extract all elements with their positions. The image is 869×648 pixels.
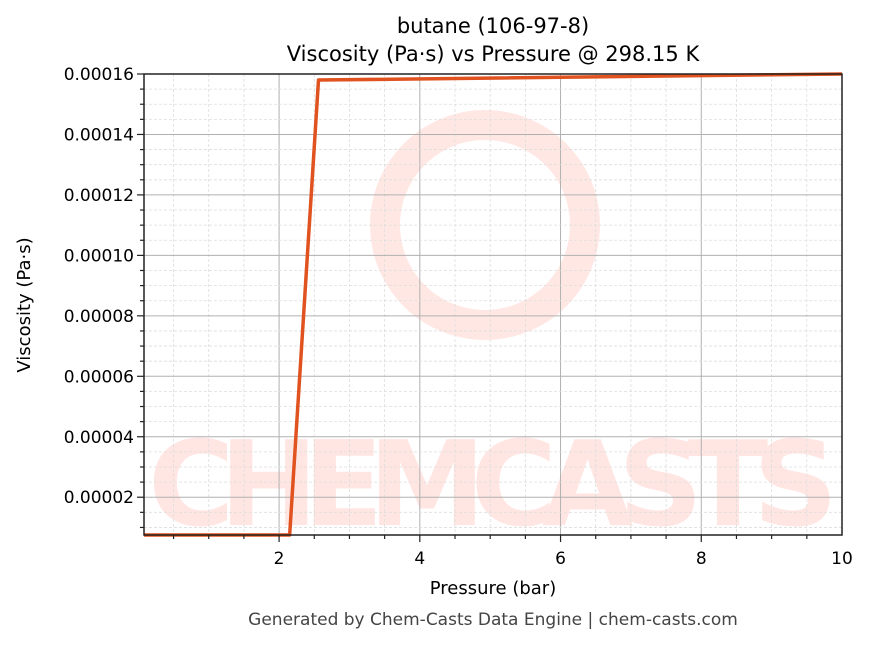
y-tick-label: 0.00002	[64, 488, 134, 508]
x-axis-label: Pressure (bar)	[430, 578, 556, 599]
x-tick-label: 4	[414, 549, 425, 569]
y-tick-label: 0.00014	[64, 125, 134, 145]
x-tick-label: 6	[555, 549, 566, 569]
chart-subtitle: Viscosity (Pa·s) vs Pressure @ 298.15 K	[287, 42, 701, 66]
y-tick-label: 0.00010	[64, 246, 134, 266]
y-tick-label: 0.00016	[64, 65, 134, 85]
footer-text: Generated by Chem-Casts Data Engine | ch…	[248, 610, 738, 630]
y-tick-label: 0.00008	[64, 307, 134, 327]
watermark-logo: CHEMCASTS	[148, 110, 838, 553]
y-tick-label: 0.00004	[64, 428, 134, 448]
chart-title: butane (106-97-8)	[397, 14, 589, 38]
x-tick-label: 10	[831, 549, 853, 569]
plot-frame	[143, 73, 843, 536]
x-tick-label: 8	[696, 549, 707, 569]
y-tick-label: 0.00012	[64, 186, 134, 206]
x-tick-label: 2	[274, 549, 285, 569]
y-tick-label: 0.00006	[64, 367, 134, 387]
svg-text:CHEMCASTS: CHEMCASTS	[148, 415, 838, 553]
y-axis-label: Viscosity (Pa·s)	[14, 237, 35, 372]
